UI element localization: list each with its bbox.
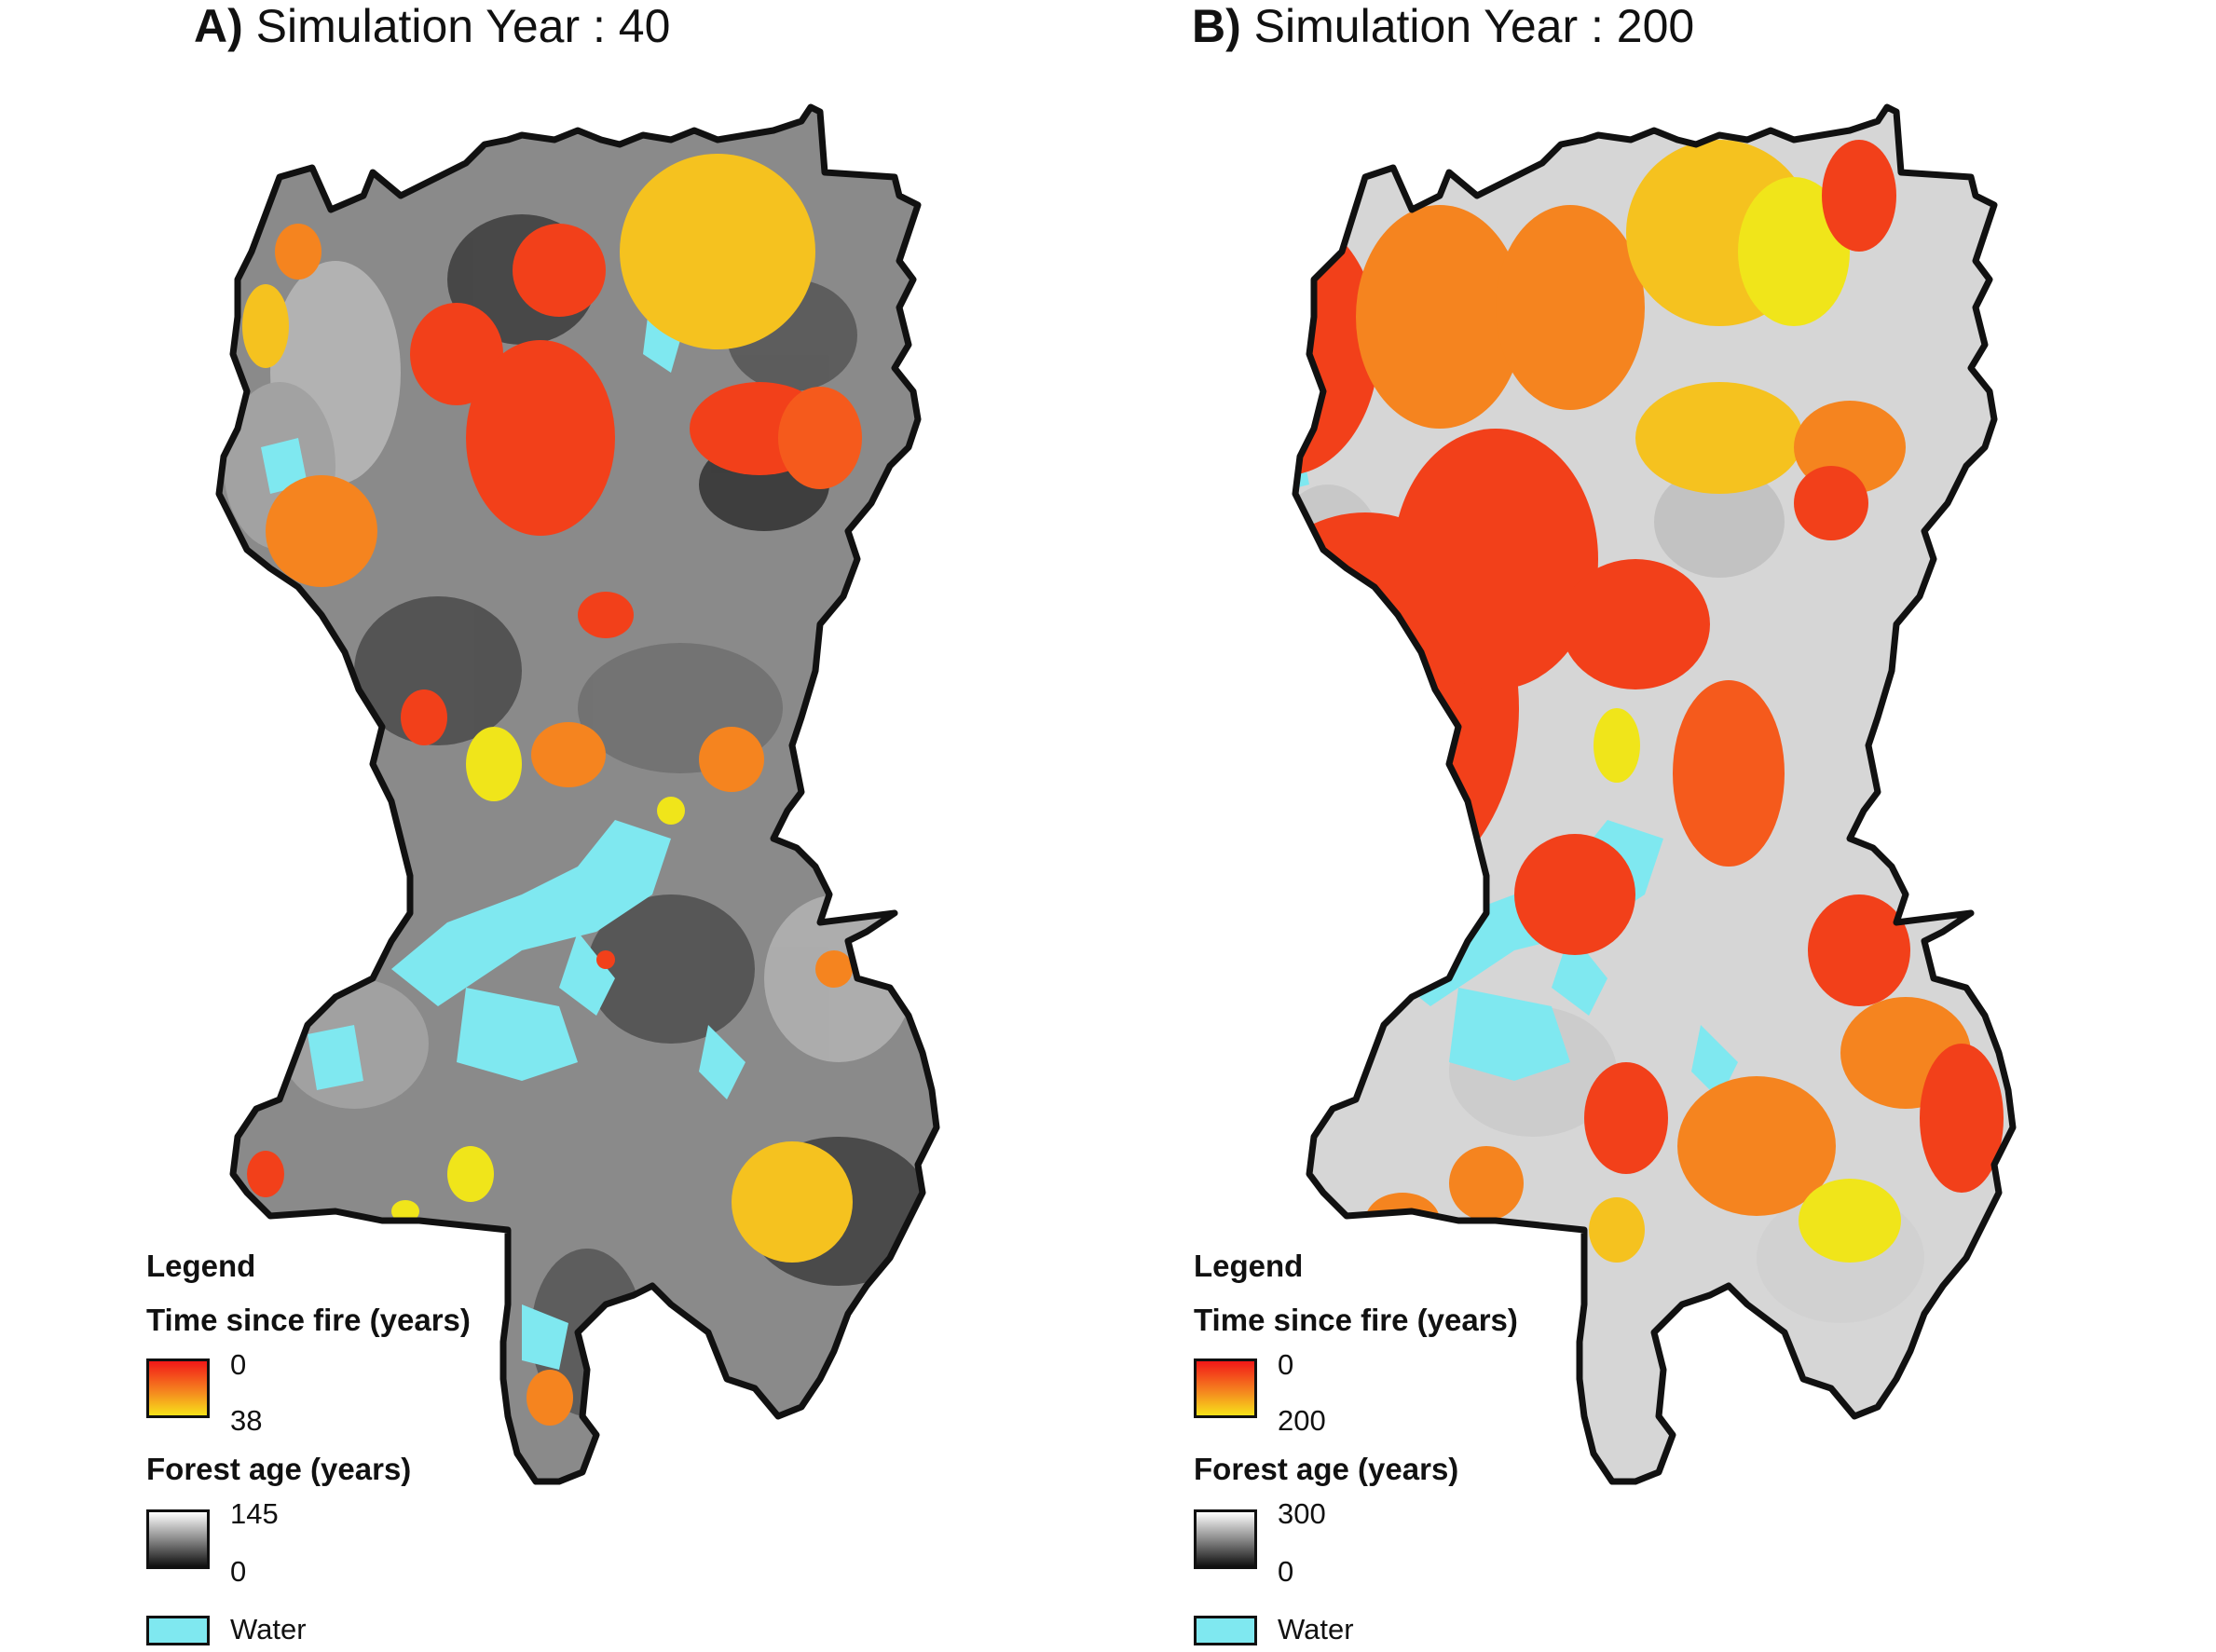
panel-a-fire-patch	[578, 592, 634, 638]
panel-a-fire-patch	[527, 1370, 573, 1426]
panel-a-fire-patch	[447, 1146, 494, 1202]
water-label: Water	[230, 1613, 307, 1645]
panel-b-fire-patch	[1151, 1076, 1244, 1179]
age-ramp-min: 0	[230, 1555, 247, 1588]
fire-ramp-min: 0	[1278, 1348, 1294, 1381]
panel-a-fire-patch	[657, 797, 685, 825]
panel-a-fire-patch	[466, 727, 522, 801]
panel-b-fire-patch	[1449, 1146, 1524, 1221]
panel-b: B) Simulation Year : 200	[1048, 0, 2101, 1652]
panel-b-legend: Legend Time since fire (years) 0 200 For…	[1194, 1249, 1585, 1647]
water-legend-row: Water	[1194, 1610, 1585, 1647]
panel-b-fire-patch	[1677, 1076, 1836, 1216]
panel-a-title-text: Simulation Year : 40	[255, 0, 671, 52]
panel-a-fire-patch	[513, 224, 606, 317]
fire-ramp-max: 200	[1278, 1404, 1326, 1437]
panel-b-title-text: Simulation Year : 200	[1253, 0, 1695, 52]
age-ramp-row: 145 0	[146, 1497, 538, 1588]
panel-b-fire-patch	[1561, 559, 1710, 689]
fire-ramp-swatch	[1194, 1358, 1257, 1418]
age-ramp-max: 145	[230, 1497, 279, 1530]
legend-heading: Legend	[146, 1249, 256, 1283]
panel-a-fire-patch	[620, 154, 815, 349]
panel-a-fire-patch	[266, 475, 377, 587]
panel-b-map	[1132, 103, 2017, 1485]
panel-b-fire-patch	[1295, 498, 1319, 601]
water-swatch	[146, 1616, 210, 1645]
panel-a-boundary	[215, 103, 940, 1485]
panel-b-fire-patch	[1635, 382, 1803, 494]
panel-a-fire-patch	[596, 950, 615, 969]
panel-a-fire-patch	[531, 722, 606, 787]
panel-b-fire-patch	[1132, 1165, 1197, 1221]
fire-ramp-max: 38	[230, 1404, 263, 1437]
age-legend-title: Forest age (years)	[1194, 1452, 1459, 1486]
age-ramp-row: 300 0	[1194, 1497, 1585, 1588]
fire-legend-title: Time since fire (years)	[146, 1303, 471, 1337]
panel-a-fire-patch	[815, 950, 853, 988]
panel-a-title: A) Simulation Year : 40	[194, 0, 670, 52]
fire-ramp-min: 0	[230, 1348, 247, 1381]
panel-a: A) Simulation Year : 40	[0, 0, 1053, 1652]
panel-b-fire-patch	[1808, 894, 1910, 1006]
age-ramp-max: 300	[1278, 1497, 1326, 1530]
panel-b-fire-patch	[1794, 466, 1868, 540]
panel-a-fire-patch	[778, 387, 862, 489]
panel-b-letter: B)	[1192, 0, 1241, 52]
panel-a-fire-patch	[466, 340, 615, 536]
panel-b-fire-patch	[1356, 205, 1524, 429]
panel-b-fire-patch	[1295, 918, 1398, 1020]
panel-b-fire-patch	[1365, 1193, 1440, 1249]
water-label: Water	[1278, 1613, 1354, 1645]
panel-b-fire-patch	[1584, 1062, 1668, 1174]
fire-ramp-swatch	[146, 1358, 210, 1418]
panel-b-fire-patch	[1673, 680, 1785, 867]
panel-a-map	[215, 103, 940, 1485]
panel-b-fire-patch	[1920, 1044, 2004, 1193]
fire-ramp-row: 0 200	[1194, 1349, 1585, 1437]
age-ramp-swatch	[146, 1509, 210, 1569]
panel-a-fire-patches	[242, 154, 862, 1426]
water-swatch	[1194, 1616, 1257, 1645]
fire-ramp-row: 0 38	[146, 1349, 538, 1437]
panel-b-fire-patch	[1295, 214, 1379, 475]
panel-b-fire-patch	[1514, 834, 1635, 955]
age-ramp-swatch	[1194, 1509, 1257, 1569]
panel-a-letter: A)	[194, 0, 243, 52]
panel-a-fire-patch	[275, 224, 321, 280]
panel-a-fire-patch	[242, 284, 289, 368]
panel-b-title: B) Simulation Year : 200	[1192, 0, 1694, 52]
panel-b-fire-patch	[1589, 1197, 1645, 1263]
panel-a-fire-patch	[410, 303, 503, 405]
panel-a-legend: Legend Time since fire (years) 0 38 Fore…	[146, 1249, 538, 1647]
panel-b-fire-patch	[1393, 429, 1598, 689]
fire-legend-title: Time since fire (years)	[1194, 1303, 1518, 1337]
water-legend-row: Water	[146, 1610, 538, 1647]
panel-b-boundary	[1292, 103, 2017, 1485]
age-legend-title: Forest age (years)	[146, 1452, 412, 1486]
panel-b-fire-patch	[1799, 1179, 1901, 1263]
panel-a-fire-patch	[247, 1151, 284, 1197]
panel-a-fire-patch	[401, 689, 447, 745]
panel-b-fire-patch	[1496, 205, 1645, 410]
panel-a-fire-patch	[391, 1200, 419, 1222]
panel-b-fire-patch	[1594, 708, 1640, 783]
panel-b-fire-patch	[1822, 140, 1896, 252]
legend-heading: Legend	[1194, 1249, 1304, 1283]
age-ramp-min: 0	[1278, 1555, 1294, 1588]
panel-b-fire-patch	[1738, 177, 1850, 326]
panel-a-fire-patch	[699, 727, 764, 792]
panel-a-fire-patch	[732, 1141, 853, 1263]
